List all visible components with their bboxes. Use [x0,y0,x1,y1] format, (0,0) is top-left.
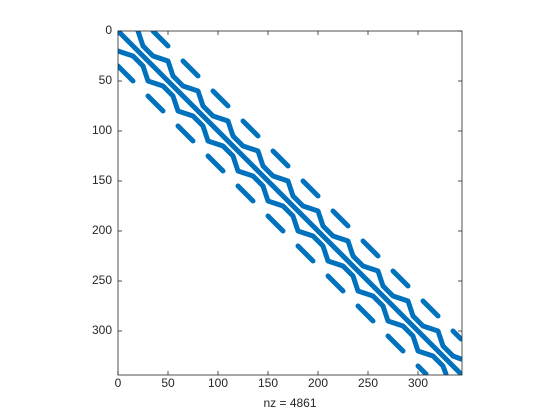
x-tick-label: 50 [161,376,175,390]
y-tick-label: 0 [105,23,112,37]
nonzero-dash [355,303,376,324]
nonzero-band [135,31,462,362]
nonzero-dash [385,333,406,354]
nonzero-dash [330,208,351,229]
nonzero-dash [175,123,196,144]
nonzero-dash [420,298,441,319]
y-tick-label: 250 [92,273,112,287]
x-tick-label: 250 [358,376,378,390]
y-tick-label: 300 [92,323,112,337]
y-tick-label: 200 [92,223,112,237]
nonzero-dash [205,153,226,174]
nonzero-dash [450,328,462,342]
x-tick-label: 0 [115,376,122,390]
y-tick-label: 150 [92,173,112,187]
x-axis-label: nz = 4861 [263,396,316,410]
nonzero-dash [415,363,429,375]
nonzero-dash [145,93,166,114]
nonzero-dash [180,58,201,79]
x-tick-label: 100 [208,376,228,390]
nonzero-band [118,31,462,375]
x-tick-label: 200 [308,376,328,390]
nonzero-dash [265,213,286,234]
plot-area [118,31,462,375]
nonzero-dash [118,63,136,84]
nonzero-dash [210,88,231,109]
nonzero-dash [325,273,346,294]
x-tick-label: 300 [408,376,428,390]
nonzero-dash [360,238,381,259]
y-tick-label: 100 [92,123,112,137]
nonzero-dash [270,148,291,169]
nonzero-dash [390,268,411,289]
x-tick-label: 150 [258,376,278,390]
nonzero-dash [235,183,256,204]
nonzero-band [118,48,449,375]
nonzero-dash [150,31,171,49]
y-tick-label: 50 [99,73,113,87]
nonzero-dash [240,118,261,139]
nonzero-dash [295,243,316,264]
axes-box [117,30,463,376]
nonzero-dash [300,178,321,199]
